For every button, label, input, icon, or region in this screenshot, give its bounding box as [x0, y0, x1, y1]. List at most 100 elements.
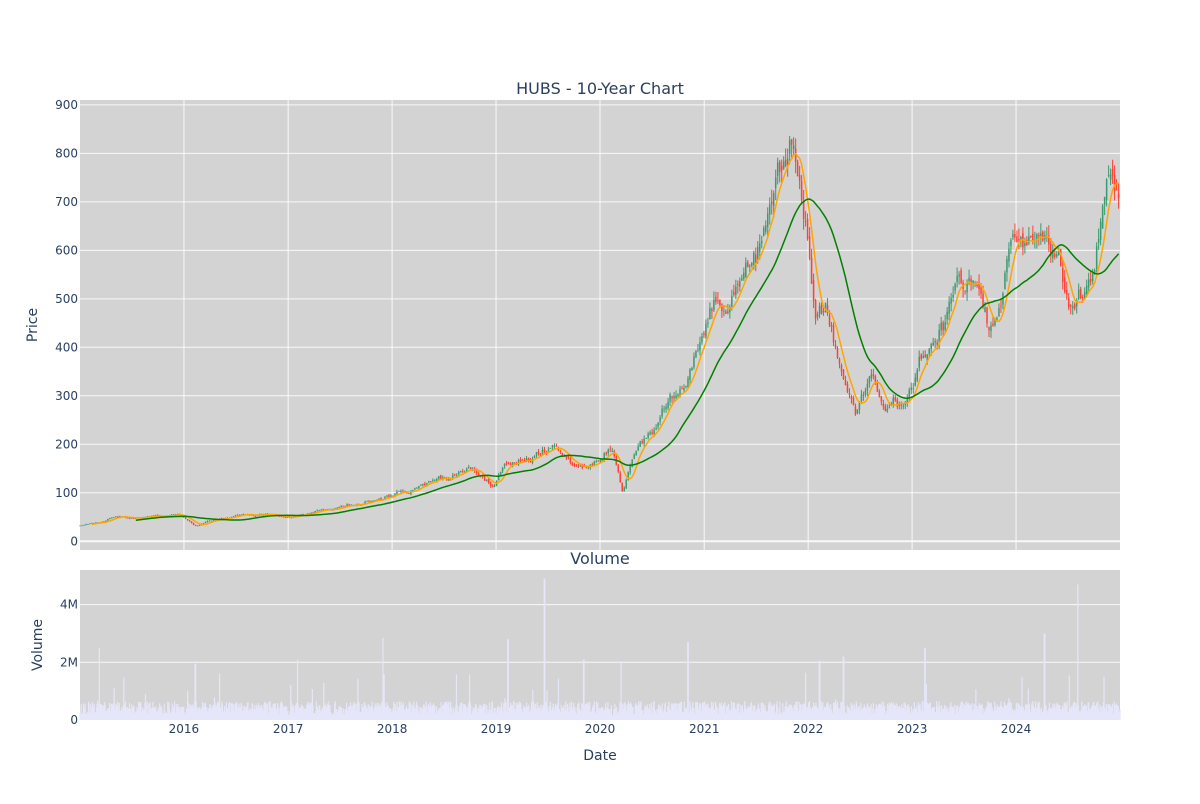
candle-body: [753, 252, 755, 268]
candle-body: [733, 291, 735, 295]
candle-body: [764, 225, 767, 232]
candle-body: [1014, 233, 1016, 238]
candle-body: [924, 354, 926, 358]
candle-body: [675, 395, 677, 398]
candle-body: [1103, 197, 1106, 205]
candle-body: [127, 517, 129, 519]
volume-bar: [957, 705, 959, 720]
volume-bar: [505, 702, 507, 720]
volume-bar: [997, 706, 999, 720]
candle-body: [448, 478, 450, 481]
candle-body: [902, 405, 905, 407]
volume-bar: [581, 703, 583, 720]
candle-body: [1091, 273, 1094, 281]
volume-bar: [338, 705, 340, 720]
candle-body: [954, 284, 956, 291]
volume-bar: [460, 702, 463, 720]
volume-bar: [961, 701, 963, 720]
candle-body: [111, 517, 113, 519]
candle-body: [222, 517, 225, 519]
volume-bar: [434, 705, 436, 720]
candle-body: [322, 509, 324, 511]
volume-bar: [494, 707, 496, 720]
candle-body: [1042, 231, 1044, 241]
candle-body: [768, 204, 771, 215]
volume-bar: [904, 703, 906, 720]
volume-bar: [684, 707, 686, 720]
volume-bar: [751, 710, 753, 720]
candle-body: [701, 335, 703, 343]
volume-bar: [726, 707, 728, 720]
candle-body: [208, 520, 211, 522]
price-y-tick-label: 400: [55, 340, 78, 354]
volume-bar: [966, 704, 968, 720]
volume-bar: [247, 702, 249, 720]
candle-body: [481, 475, 484, 477]
volume-bar: [1039, 707, 1041, 720]
candle-body: [499, 471, 502, 476]
volume-bar: [468, 674, 471, 720]
volume-bar: [773, 703, 775, 720]
volume-bar: [820, 701, 822, 720]
candle-body: [581, 465, 584, 468]
candle-body: [970, 278, 972, 284]
volume-bar: [311, 689, 313, 720]
volume-bar: [685, 707, 688, 720]
volume-bar: [703, 702, 705, 720]
volume-bar: [1009, 701, 1011, 720]
price-y-axis-label: Price: [25, 308, 41, 342]
volume-bar: [353, 701, 355, 720]
candle-body: [549, 448, 552, 449]
candle-body: [842, 369, 845, 380]
volume-bar: [396, 701, 398, 720]
candle-body: [567, 456, 570, 459]
volume-bar: [996, 704, 998, 720]
candle-body: [505, 462, 508, 464]
candle-body: [978, 282, 980, 289]
volume-bar: [709, 708, 712, 720]
volume-bar: [1064, 703, 1066, 720]
candle-body: [1101, 205, 1104, 229]
volume-bar: [80, 704, 82, 720]
candle-body: [695, 351, 697, 358]
volume-bar: [770, 702, 772, 720]
candle-body: [685, 386, 687, 388]
candle-body: [434, 480, 436, 482]
candle-body: [940, 322, 942, 331]
x-tick-label: 2016: [169, 722, 200, 736]
price-y-tick-label: 300: [55, 389, 78, 403]
candle-body: [794, 148, 797, 162]
volume-bar: [680, 701, 683, 720]
candle-body: [348, 504, 350, 506]
candle-body: [1030, 235, 1032, 238]
candle-body: [577, 464, 580, 466]
volume-bar: [836, 701, 839, 720]
candle-body: [619, 472, 621, 482]
candle-body: [318, 510, 320, 511]
candle-body: [392, 495, 394, 497]
x-tick-label: 2022: [793, 722, 824, 736]
candle-body: [683, 387, 685, 391]
candle-body: [368, 500, 370, 502]
volume-bar: [557, 678, 560, 720]
candle-body: [719, 299, 721, 306]
candle-body: [430, 481, 432, 482]
volume-bar: [632, 706, 634, 720]
candle-body: [609, 448, 612, 450]
candle-body: [657, 422, 659, 427]
volume-bar: [1059, 704, 1061, 720]
candle-body: [236, 514, 239, 516]
candle-body: [559, 451, 562, 452]
candle-body: [212, 519, 215, 521]
volume-bar: [1077, 584, 1079, 720]
volume-bar: [1117, 705, 1119, 720]
candle-body: [928, 349, 930, 354]
candle-body: [812, 280, 815, 301]
candle-body: [601, 459, 604, 462]
candle-body: [860, 394, 863, 402]
volume-bar: [1107, 704, 1109, 720]
candle-body: [826, 305, 829, 314]
candle-body: [503, 463, 506, 467]
volume-bar: [619, 702, 621, 720]
candle-body: [761, 240, 763, 244]
